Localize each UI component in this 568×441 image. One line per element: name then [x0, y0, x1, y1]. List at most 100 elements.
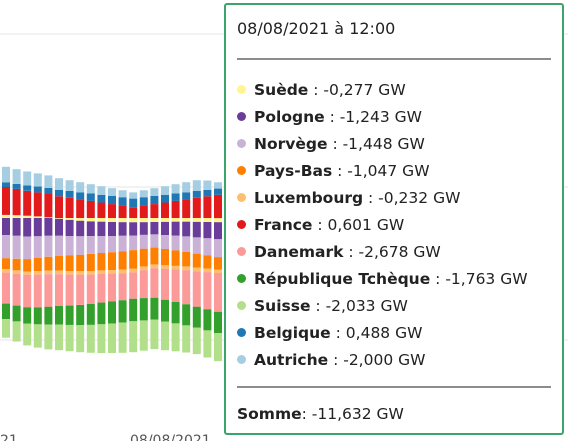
series-color-dot [237, 274, 246, 283]
bar-segment [161, 235, 169, 249]
series-color-dot [237, 220, 246, 229]
bar-segment [161, 265, 169, 269]
bar-segment [33, 324, 42, 348]
bar-segment [139, 270, 148, 299]
bar-segment [161, 249, 169, 266]
x-tick-label: 08/08/2021 [130, 433, 211, 441]
bar-segment [129, 218, 138, 223]
bar-segment [214, 182, 222, 189]
bar-segment [118, 269, 127, 274]
bar-segment [150, 204, 159, 218]
bar-segment [161, 186, 169, 195]
bar-segment [23, 218, 32, 237]
bar-segment [2, 166, 10, 183]
bar-segment [55, 178, 63, 190]
bar-segment [161, 321, 169, 351]
bar-segment [192, 237, 201, 254]
bar-segment [192, 180, 201, 191]
bar-segment [2, 187, 10, 215]
series-color-dot [237, 328, 246, 337]
tooltip-row: Pays-Bas : -1,047 GW [237, 157, 528, 184]
series-value: : 0,601 GW [317, 215, 405, 234]
bar-segment [23, 215, 32, 218]
bar-segment [86, 218, 95, 222]
bar-segment [203, 272, 212, 310]
bar-segment [12, 235, 21, 259]
bar-segment [203, 255, 212, 269]
bar-segment [55, 270, 63, 275]
series-value: : -0,277 GW [313, 80, 406, 99]
series-name: Belgique [254, 323, 331, 342]
bar-segment [182, 304, 191, 326]
series-color-dot [237, 85, 246, 94]
bar-segment [2, 319, 10, 338]
bar-segment [108, 323, 116, 353]
bar-segment [171, 193, 180, 201]
bar-segment [192, 191, 201, 198]
bar-segment [171, 221, 180, 236]
bar-segment [214, 222, 222, 240]
bar-segment [44, 270, 53, 275]
bar-segment [86, 184, 95, 194]
bar-segment [182, 236, 191, 252]
bar-segment [139, 320, 148, 351]
tooltip-rows: Suède : -0,277 GW Pologne : -1,243 GW Norv… [237, 76, 528, 373]
bar-segment [192, 267, 201, 272]
bar-segment [12, 215, 21, 218]
bar-segment [97, 221, 106, 236]
series-name: République Tchèque [254, 269, 431, 288]
bar-segment [12, 183, 21, 189]
bar-segment [118, 251, 127, 270]
bar-segment [33, 274, 42, 308]
bar-segment [2, 303, 10, 320]
bar-segment [118, 235, 127, 252]
bar-segment [55, 189, 63, 197]
x-axis-ticks: 21 08/08/2021 [0, 433, 211, 441]
bar-segment [182, 266, 191, 271]
bar-segment [86, 193, 95, 201]
bar-segment [33, 186, 42, 193]
bar-segment [86, 274, 95, 304]
bar-segment [192, 327, 201, 355]
sum-value: : -11,632 GW [301, 405, 404, 423]
series-value: : -1,448 GW [332, 134, 425, 153]
series-color-dot [237, 247, 246, 256]
bar-segment [44, 306, 53, 325]
series-value: : -2,033 GW [315, 296, 408, 315]
series-value: : -0,232 GW [368, 188, 461, 207]
tooltip-row: Luxembourg : -0,232 GW [237, 184, 528, 211]
bar-segment [23, 307, 32, 324]
tooltip-row: Suisse : -2,033 GW [237, 292, 528, 319]
bar-segment [171, 269, 180, 303]
bar-segment [214, 333, 222, 362]
series-name: France [254, 215, 313, 234]
series-name: Suède [254, 80, 309, 99]
bar-segment [65, 324, 74, 352]
bar-segment [97, 218, 106, 222]
bar-segment [214, 239, 222, 257]
bar-segment [65, 218, 74, 220]
bar-segment [108, 270, 116, 274]
series-name: Pologne [254, 107, 325, 126]
bar-segment [2, 258, 10, 270]
series-name: Autriche [254, 350, 329, 369]
bar-segment [161, 221, 169, 236]
bar-segment [55, 218, 63, 236]
tooltip-row: Autriche : -2,000 GW [237, 346, 528, 373]
bar-segment [55, 235, 63, 256]
bar-segment [108, 236, 116, 253]
bar-segment [150, 268, 159, 298]
bar-segment [139, 234, 148, 249]
tooltip-sum: Somme: -11,632 GW [237, 405, 404, 423]
bar-segment [108, 301, 116, 324]
bar-segment [118, 205, 127, 218]
series-name: Pays-Bas [254, 161, 333, 180]
bar-segment [139, 222, 148, 235]
bar-segment [203, 268, 212, 273]
bar-segment [108, 252, 116, 271]
bar-segment [33, 271, 42, 275]
bar-segment [2, 272, 10, 304]
tooltip-title: 08/08/2021 à 12:00 [237, 19, 396, 38]
bar-segment [12, 270, 21, 274]
bar-segment [23, 271, 32, 275]
